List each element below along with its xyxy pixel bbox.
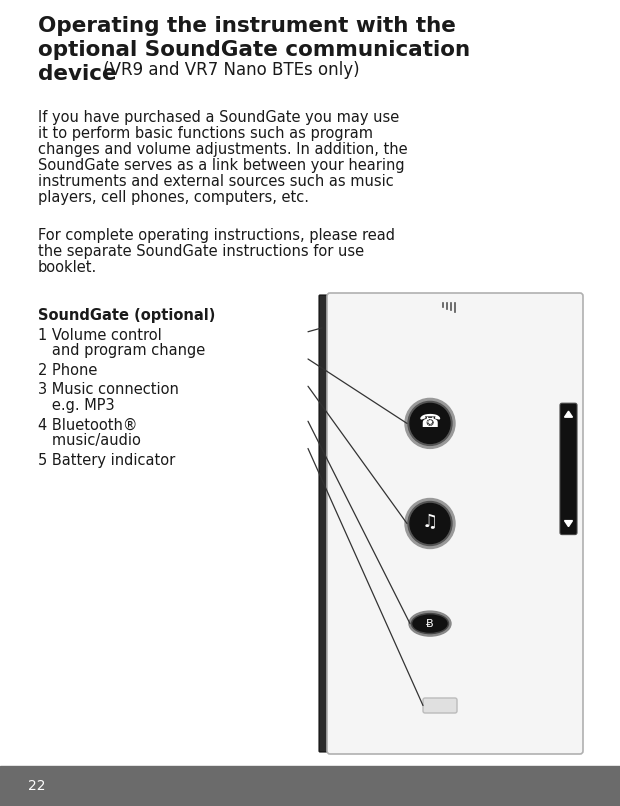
Text: 22: 22 (28, 779, 45, 793)
Text: device: device (38, 64, 117, 84)
FancyBboxPatch shape (327, 293, 583, 754)
Ellipse shape (412, 613, 448, 634)
Text: changes and volume adjustments. In addition, the: changes and volume adjustments. In addit… (38, 142, 407, 157)
Circle shape (408, 401, 452, 446)
Text: For complete operating instructions, please read: For complete operating instructions, ple… (38, 228, 395, 243)
Text: Ƀ: Ƀ (426, 618, 434, 629)
FancyBboxPatch shape (560, 403, 577, 534)
Text: SoundGate (optional): SoundGate (optional) (38, 308, 215, 323)
Text: music/audio: music/audio (38, 433, 141, 448)
Text: 5 Battery indicator: 5 Battery indicator (38, 452, 175, 467)
Text: and program change: and program change (38, 343, 205, 359)
Circle shape (405, 398, 455, 448)
FancyBboxPatch shape (423, 698, 457, 713)
Bar (0, 766, 620, 806)
Text: instruments and external sources such as music: instruments and external sources such as… (38, 174, 394, 189)
Ellipse shape (413, 615, 447, 632)
Circle shape (405, 498, 455, 549)
Text: Operating the instrument with the: Operating the instrument with the (38, 16, 456, 36)
Text: If you have purchased a SoundGate you may use: If you have purchased a SoundGate you ma… (38, 110, 399, 125)
Circle shape (410, 504, 450, 543)
Ellipse shape (409, 611, 451, 636)
Text: the separate SoundGate instructions for use: the separate SoundGate instructions for … (38, 244, 364, 259)
Polygon shape (564, 411, 572, 418)
Text: (VR9 and VR7 Nano BTEs only): (VR9 and VR7 Nano BTEs only) (98, 61, 360, 79)
Polygon shape (564, 521, 572, 526)
Text: 2 Phone: 2 Phone (38, 363, 97, 378)
FancyBboxPatch shape (319, 295, 331, 752)
Text: it to perform basic functions such as program: it to perform basic functions such as pr… (38, 126, 373, 141)
Text: 1 Volume control: 1 Volume control (38, 328, 162, 343)
Text: optional SoundGate communication: optional SoundGate communication (38, 40, 470, 60)
Text: SoundGate serves as a link between your hearing: SoundGate serves as a link between your … (38, 158, 405, 173)
Text: 4 Bluetooth®: 4 Bluetooth® (38, 418, 138, 433)
Text: players, cell phones, computers, etc.: players, cell phones, computers, etc. (38, 190, 309, 205)
Text: 3 Music connection: 3 Music connection (38, 383, 179, 397)
Circle shape (410, 403, 450, 443)
Text: booklet.: booklet. (38, 260, 97, 275)
Text: ♫: ♫ (422, 513, 438, 531)
Text: e.g. MP3: e.g. MP3 (38, 398, 115, 413)
Text: ☎: ☎ (419, 413, 441, 431)
Circle shape (408, 501, 452, 546)
